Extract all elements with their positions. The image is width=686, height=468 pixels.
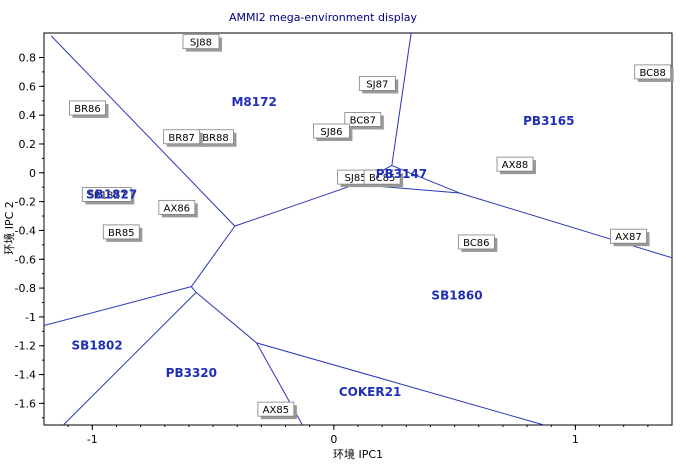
- boundary-line: [190, 225, 236, 287]
- environment-marker: SJ86: [313, 123, 353, 141]
- environment-label: BR86: [74, 104, 101, 115]
- genotype-label: PB3320: [166, 366, 217, 380]
- environment-marker: AX86: [158, 199, 198, 218]
- environment-label: AX88: [502, 160, 528, 171]
- environment-marker: BR87: [163, 129, 203, 147]
- y-tick-label: 0: [29, 167, 36, 180]
- environment-label: BC86: [463, 238, 489, 249]
- environment-label-box: [69, 100, 106, 116]
- y-tick-label: 0.6: [19, 80, 37, 93]
- environment-marker: AX88: [496, 156, 536, 175]
- y-axis-ticks: 0.8 0.6 0.4 0.2 0 -0.2 -0.4 -0.6 -0.8 -1 -1.2 -1.4 -…: [15, 52, 44, 419]
- genotype-label: COKER21: [339, 385, 401, 399]
- environment-marker: BC88: [634, 64, 674, 82]
- x-axis-label: 环境 IPC1: [333, 447, 383, 461]
- boundary-line: [256, 342, 545, 425]
- environment-label-box: [358, 76, 396, 91]
- y-tick-label: -0.4: [15, 224, 36, 237]
- boundary-line: [190, 286, 197, 293]
- genotype-markers: M8172 PB3165 SB1827 PB3147 SB1860 SB1802 PB332…: [72, 95, 575, 399]
- y-tick-label: -0.2: [15, 196, 36, 209]
- environment-label: BR87: [168, 133, 195, 144]
- genotype-label: SB1802: [72, 339, 123, 353]
- environment-label: BR85: [108, 228, 135, 239]
- x-axis-ticks: -1 0 1: [67, 425, 649, 446]
- boundary-line: [391, 33, 412, 166]
- y-axis-label: 环境 IPC 2: [2, 201, 16, 255]
- environment-label: AX87: [615, 232, 641, 243]
- environment-label-box: [158, 199, 196, 215]
- environment-label: BR88: [202, 133, 229, 144]
- environment-marker: SB1827: [81, 187, 135, 205]
- environment-label-box: [313, 123, 350, 139]
- x-tick-label: -1: [87, 433, 98, 446]
- environment-label: SJ88: [190, 38, 212, 49]
- boundary-line: [459, 192, 672, 259]
- environment-marker: AX85: [257, 401, 297, 420]
- y-tick-label: -1.2: [15, 340, 36, 353]
- genotype-label: M8172: [231, 95, 276, 109]
- environment-label-box: [182, 34, 220, 50]
- boundary-line: [391, 165, 460, 194]
- environment-label: AX85: [263, 405, 289, 416]
- y-tick-label: -0.8: [15, 282, 36, 295]
- chart-title: AMMI2 mega-environment display: [229, 11, 418, 24]
- x-tick-label: 0: [330, 433, 337, 446]
- environment-label: SB1827: [87, 190, 126, 201]
- environment-label: AX86: [164, 203, 190, 214]
- environment-label-box: [344, 112, 382, 127]
- genotype-label: PB3147: [376, 167, 427, 181]
- y-tick-label: 0.8: [19, 52, 37, 65]
- y-tick-label: -0.6: [15, 253, 36, 266]
- environment-marker: BR88: [197, 129, 237, 147]
- environment-marker: BC86: [457, 234, 498, 252]
- environment-label: BC85: [369, 173, 395, 184]
- y-tick-label: -1: [25, 311, 36, 324]
- environment-marker: SJ88: [182, 34, 222, 52]
- environment-label: BC88: [639, 68, 665, 79]
- y-tick-label: 0.4: [19, 109, 37, 122]
- environment-label: SJ87: [366, 79, 388, 90]
- genotype-label: PB3165: [523, 114, 574, 128]
- boundary-line: [44, 286, 192, 327]
- boundary-line: [50, 35, 236, 227]
- environment-label-box: [496, 156, 534, 172]
- environment-marker: AX87: [610, 228, 650, 247]
- environment-label-box: [81, 187, 132, 202]
- environment-label-box: [102, 224, 140, 240]
- environment-marker: SJ87: [358, 76, 399, 94]
- environment-label-box: [610, 228, 647, 244]
- x-tick-label: 1: [572, 433, 579, 446]
- boundary-line: [62, 292, 197, 425]
- genotype-label: SB1860: [431, 288, 482, 302]
- environment-label-box: [457, 234, 495, 250]
- environment-label-box: [634, 64, 672, 80]
- environment-label: BC87: [350, 115, 376, 126]
- environment-marker: BC85: [363, 169, 404, 188]
- y-tick-label: -1.4: [15, 369, 36, 382]
- environment-marker: BC87: [344, 112, 384, 130]
- environment-label-box: [163, 129, 201, 145]
- environment-label: SJ85: [345, 173, 367, 184]
- boundary-line: [234, 183, 356, 227]
- plot-area: [43, 32, 673, 426]
- environment-label: SJ86: [320, 127, 342, 138]
- boundary-line: [195, 292, 257, 344]
- environment-marker: BR85: [102, 224, 143, 242]
- y-tick-label: -1.6: [15, 397, 36, 410]
- y-tick-label: 0.2: [19, 138, 37, 151]
- environment-marker: BR86: [69, 100, 109, 118]
- environment-label-box: [257, 401, 295, 417]
- boundary-lines: [44, 33, 672, 425]
- genotype-label: SB1827: [86, 187, 137, 201]
- environment-label-box: [363, 169, 401, 185]
